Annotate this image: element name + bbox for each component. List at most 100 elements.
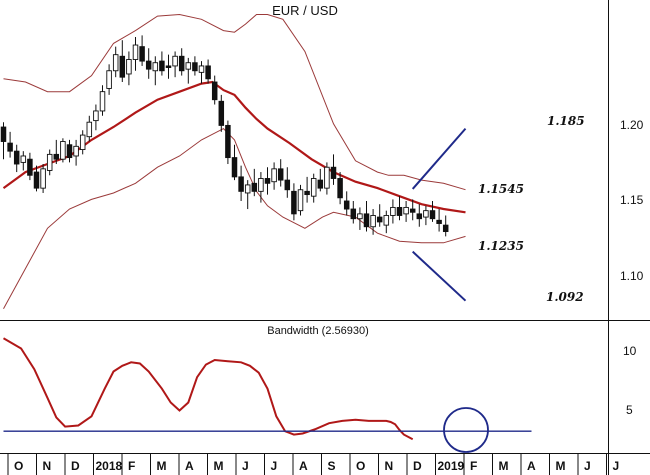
candlestick [442,215,449,237]
candlestick [152,56,159,86]
candlestick [396,196,403,221]
candlestick [304,176,310,203]
candlestick [165,54,172,79]
candlestick [297,184,304,216]
candle-body-up [310,178,317,197]
candlestick [66,139,73,163]
month-label: O [356,459,365,473]
candle-body-up [126,59,132,75]
month-label: A [299,459,308,473]
candle-body-up [152,62,159,72]
candlestick [192,56,198,76]
candle-body-down [317,179,324,189]
candlestick [119,40,126,83]
month-label: S [328,459,336,473]
candlestick [324,162,330,195]
candle-body-up [370,215,376,228]
candlestick [79,130,86,155]
month-label: A [185,459,194,473]
month-label: J [271,459,278,473]
lower-band-line [3,127,466,309]
candle-body-down [291,190,297,215]
candlestick [218,94,225,132]
moving-average-line [2,80,466,214]
candle-body-up [297,189,304,212]
candlesticks [0,35,449,237]
price-panel: EUR / USD 1.185 1.1545 1.1235 1.092 1.20… [0,3,644,309]
candle-body-up [172,55,178,67]
candle-body-down [238,176,244,192]
candlestick [436,209,442,232]
candle-body-up [112,54,119,72]
price-tick-label: 1.20 [620,118,644,132]
month-label: 2019 [438,459,465,473]
candlestick [172,51,178,78]
candle-body-up [244,184,251,194]
candle-body-up [86,121,93,138]
month-label: M [214,459,224,473]
candle-body-down [409,208,416,213]
candle-body-up [383,215,390,226]
projection-line-up [411,127,467,190]
candlestick [264,167,271,195]
candle-body-up [40,168,46,189]
candle-body-down [7,142,13,152]
candlestick [7,131,13,158]
candlestick [20,151,27,171]
candlestick [106,64,112,95]
candle-body-down [178,55,185,72]
candle-body-down [27,158,33,176]
price-tick-label: 1.10 [620,269,644,283]
candlestick [310,173,317,203]
candlestick [271,162,277,190]
upper-band-line [3,13,466,191]
candle-body-down [436,219,442,224]
month-label: N [43,459,52,473]
candlestick [185,57,192,84]
price-tick-label: 1.15 [620,193,644,207]
candle-body-down [350,208,357,220]
candlestick [357,207,363,230]
candle-body-down [416,213,423,220]
highlight-circle [443,407,489,453]
candlestick [409,199,416,221]
month-label: J [584,459,591,473]
month-label: J [242,459,249,473]
candle-body-down [218,100,225,126]
bandwidth-axis: 10 5 [623,344,637,417]
candle-body-down [53,153,60,160]
candle-body-down [205,65,211,80]
candlestick [93,104,99,131]
projection-lines [411,127,467,302]
candlestick [86,115,93,142]
candle-body-down [165,65,172,68]
candlestick [13,144,20,173]
candlestick [159,51,165,76]
candlestick [132,36,139,71]
candlestick [258,172,264,203]
month-label: 2018 [96,459,123,473]
candle-body-down [139,46,145,62]
bandwidth-panel: Bandwidth (2.56930) 10 5 [2,325,637,453]
month-label: F [470,459,477,473]
candlestick [112,46,119,78]
candle-body-down [66,144,73,159]
projection-line-down [412,250,467,302]
candlestick [423,205,429,226]
candle-body-down [343,200,350,210]
candlestick [126,51,132,86]
candle-body-up [198,65,205,73]
candlestick [198,61,205,84]
candle-body-down [284,179,291,191]
time-axis: O N D 2018 F M A M J J A S O N D 2019 F M A M J J [7,454,619,475]
candle-body-up [79,134,86,150]
candlestick [244,180,251,210]
bandwidth-line [2,337,414,441]
candle-body-down [376,216,383,223]
month-label: F [128,459,135,473]
month-label: M [157,459,167,473]
candlestick [383,210,390,234]
candle-body-down [264,178,271,184]
candle-body-down [337,178,343,199]
